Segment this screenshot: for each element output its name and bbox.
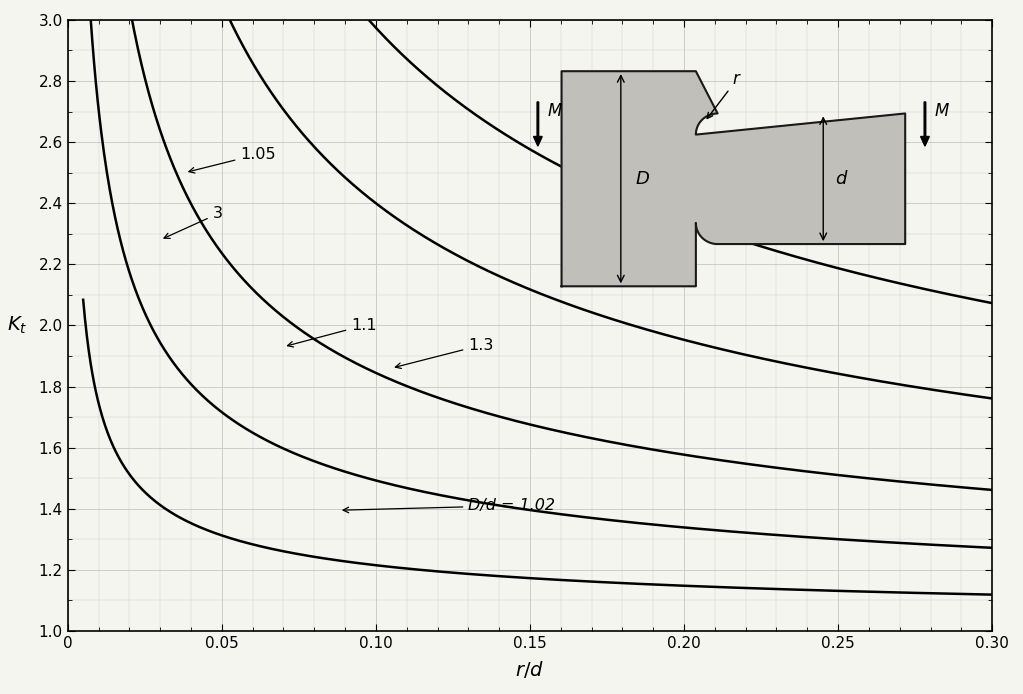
- Text: 1.3: 1.3: [395, 338, 494, 369]
- Text: 1.05: 1.05: [189, 147, 276, 173]
- Text: 1.1: 1.1: [287, 318, 376, 347]
- Text: D/d = 1.02: D/d = 1.02: [343, 498, 555, 513]
- X-axis label: $r/d$: $r/d$: [516, 659, 544, 680]
- Text: 3: 3: [164, 206, 223, 238]
- Y-axis label: $K_t$: $K_t$: [7, 315, 28, 336]
